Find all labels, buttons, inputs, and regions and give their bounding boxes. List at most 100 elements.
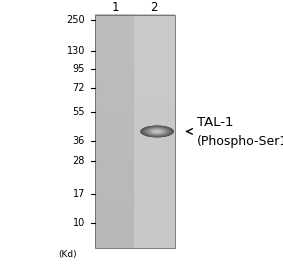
Bar — [134, 138, 175, 141]
Bar — [95, 44, 175, 47]
Bar — [95, 65, 134, 68]
Bar — [95, 147, 134, 150]
Bar — [134, 234, 175, 237]
Bar — [95, 37, 134, 40]
Bar — [95, 82, 175, 84]
Bar — [95, 217, 175, 220]
Bar — [95, 14, 134, 17]
Bar — [134, 196, 175, 199]
Bar — [95, 91, 134, 94]
Bar — [95, 121, 134, 124]
Bar — [95, 135, 175, 138]
Bar — [134, 68, 175, 70]
Bar — [95, 119, 175, 122]
Bar — [134, 147, 175, 150]
Bar — [95, 98, 175, 101]
Bar — [95, 143, 175, 145]
Bar — [95, 28, 134, 31]
Bar — [95, 70, 134, 73]
Bar — [95, 173, 175, 176]
Bar — [134, 100, 175, 103]
Bar — [95, 86, 175, 89]
Bar — [134, 166, 175, 169]
Ellipse shape — [147, 128, 167, 135]
Bar — [95, 119, 134, 122]
Bar — [95, 245, 134, 248]
Bar — [134, 175, 175, 178]
Bar — [95, 145, 175, 148]
Bar — [95, 84, 175, 87]
Text: 55: 55 — [72, 107, 85, 117]
Bar — [95, 152, 134, 155]
Bar — [95, 124, 175, 127]
Ellipse shape — [156, 131, 158, 132]
Bar — [95, 56, 134, 59]
Bar — [134, 140, 175, 143]
Bar — [134, 245, 175, 248]
Bar — [134, 185, 175, 187]
Bar — [95, 77, 175, 80]
Bar — [134, 135, 175, 138]
Bar — [95, 208, 134, 211]
Bar — [134, 192, 175, 194]
Bar — [95, 210, 175, 213]
Bar — [95, 112, 134, 115]
Bar — [134, 220, 175, 223]
Bar — [134, 75, 175, 78]
Bar — [134, 163, 175, 166]
Text: 2: 2 — [150, 1, 157, 15]
Bar — [134, 236, 175, 239]
Bar — [134, 35, 175, 38]
Bar — [95, 189, 134, 192]
Bar — [95, 187, 175, 190]
Bar — [95, 28, 175, 31]
Bar — [95, 222, 175, 225]
Bar — [95, 147, 175, 150]
Bar — [95, 152, 175, 155]
Bar — [95, 227, 134, 229]
Bar — [95, 243, 134, 246]
Bar — [134, 182, 175, 185]
Bar — [95, 220, 175, 223]
Bar — [95, 63, 134, 66]
Bar — [95, 175, 175, 178]
Bar — [134, 143, 175, 145]
Bar — [95, 180, 134, 183]
Bar — [134, 238, 175, 241]
Bar — [95, 157, 134, 159]
Bar — [95, 68, 175, 70]
Bar — [134, 203, 175, 206]
Bar — [134, 79, 175, 82]
Bar — [95, 201, 134, 204]
Bar — [95, 135, 134, 138]
Text: 95: 95 — [72, 64, 85, 74]
Bar — [95, 206, 134, 209]
Ellipse shape — [143, 126, 171, 136]
Bar — [95, 124, 134, 127]
Ellipse shape — [145, 127, 170, 136]
Bar — [95, 157, 175, 159]
Bar — [95, 15, 175, 248]
Bar — [134, 187, 175, 190]
Bar — [134, 229, 175, 232]
Bar — [134, 56, 175, 59]
Text: 130: 130 — [67, 46, 85, 56]
Bar — [95, 229, 134, 232]
Bar — [95, 100, 175, 103]
Bar — [134, 208, 175, 211]
Ellipse shape — [155, 131, 159, 132]
Bar — [134, 14, 175, 17]
Bar — [95, 72, 134, 75]
Ellipse shape — [149, 128, 166, 135]
Bar — [95, 238, 175, 241]
Bar — [95, 163, 134, 166]
Bar — [95, 35, 134, 38]
Bar — [95, 30, 134, 33]
Bar — [95, 213, 175, 215]
Text: 28: 28 — [72, 156, 85, 166]
Bar — [95, 117, 134, 120]
Text: 36: 36 — [73, 136, 85, 146]
Bar — [95, 203, 175, 206]
Bar — [95, 103, 175, 106]
Bar — [95, 33, 175, 36]
